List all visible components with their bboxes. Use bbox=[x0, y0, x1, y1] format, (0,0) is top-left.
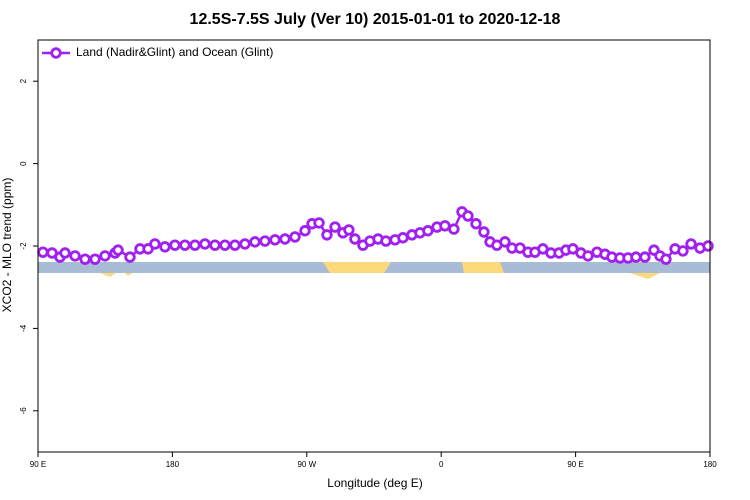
point bbox=[702, 240, 714, 252]
point bbox=[219, 239, 231, 251]
y-axis-label: XCO2 - MLO trend (ppm) bbox=[0, 178, 14, 313]
point bbox=[343, 224, 355, 236]
point bbox=[239, 238, 251, 250]
point bbox=[89, 253, 101, 265]
map-strip bbox=[38, 262, 710, 279]
y-tick-label: 2 bbox=[19, 78, 28, 83]
point bbox=[470, 218, 482, 230]
point bbox=[660, 253, 672, 265]
point bbox=[349, 233, 361, 245]
point bbox=[59, 247, 71, 259]
point bbox=[299, 225, 311, 237]
point bbox=[448, 223, 460, 235]
x-axis-label: Longitude (deg E) bbox=[327, 476, 422, 490]
point bbox=[289, 231, 301, 243]
point bbox=[462, 210, 474, 222]
point bbox=[380, 235, 392, 247]
point bbox=[269, 234, 281, 246]
point bbox=[630, 251, 642, 263]
point bbox=[321, 229, 333, 241]
x-tick-label: 180 bbox=[166, 460, 180, 469]
point bbox=[37, 246, 49, 258]
point bbox=[685, 238, 697, 250]
point bbox=[422, 225, 434, 237]
x-tick-label: 90 E bbox=[30, 460, 46, 469]
plot-frame bbox=[37, 39, 711, 453]
land-strip bbox=[462, 262, 504, 273]
point bbox=[229, 239, 241, 251]
legend-marker bbox=[50, 47, 62, 59]
chart-title: 12.5S-7.5S July (Ver 10) 2015-01-01 to 2… bbox=[190, 11, 561, 28]
point bbox=[259, 235, 271, 247]
x-tick-label: 0 bbox=[439, 460, 444, 469]
x-tick-label: 180 bbox=[703, 460, 717, 469]
point bbox=[582, 250, 594, 262]
y-tick-label: -4 bbox=[19, 324, 28, 332]
point bbox=[169, 239, 181, 251]
point bbox=[199, 238, 211, 250]
y-tick-label: -2 bbox=[19, 242, 28, 250]
x-tick-label: 90 W bbox=[297, 460, 316, 469]
point bbox=[439, 220, 451, 232]
y-tick-label: -6 bbox=[19, 407, 28, 415]
point bbox=[279, 233, 291, 245]
point bbox=[159, 241, 171, 253]
point bbox=[69, 250, 81, 262]
point bbox=[79, 253, 91, 265]
point bbox=[209, 239, 221, 251]
point bbox=[189, 239, 201, 251]
point bbox=[149, 238, 161, 250]
x-tick-label: 90 E bbox=[567, 460, 583, 469]
point bbox=[478, 226, 490, 238]
point bbox=[677, 245, 689, 257]
point bbox=[112, 244, 124, 256]
land-strip bbox=[323, 262, 391, 273]
legend-label: Land (Nadir&Glint) and Ocean (Glint) bbox=[76, 45, 273, 59]
y-tick-label: 0 bbox=[19, 161, 28, 166]
point bbox=[499, 236, 511, 248]
point bbox=[329, 221, 341, 233]
point bbox=[313, 217, 325, 229]
point bbox=[99, 250, 111, 262]
point bbox=[179, 239, 191, 251]
point bbox=[249, 236, 261, 248]
point bbox=[639, 251, 651, 263]
point bbox=[124, 251, 136, 263]
point bbox=[397, 232, 409, 244]
